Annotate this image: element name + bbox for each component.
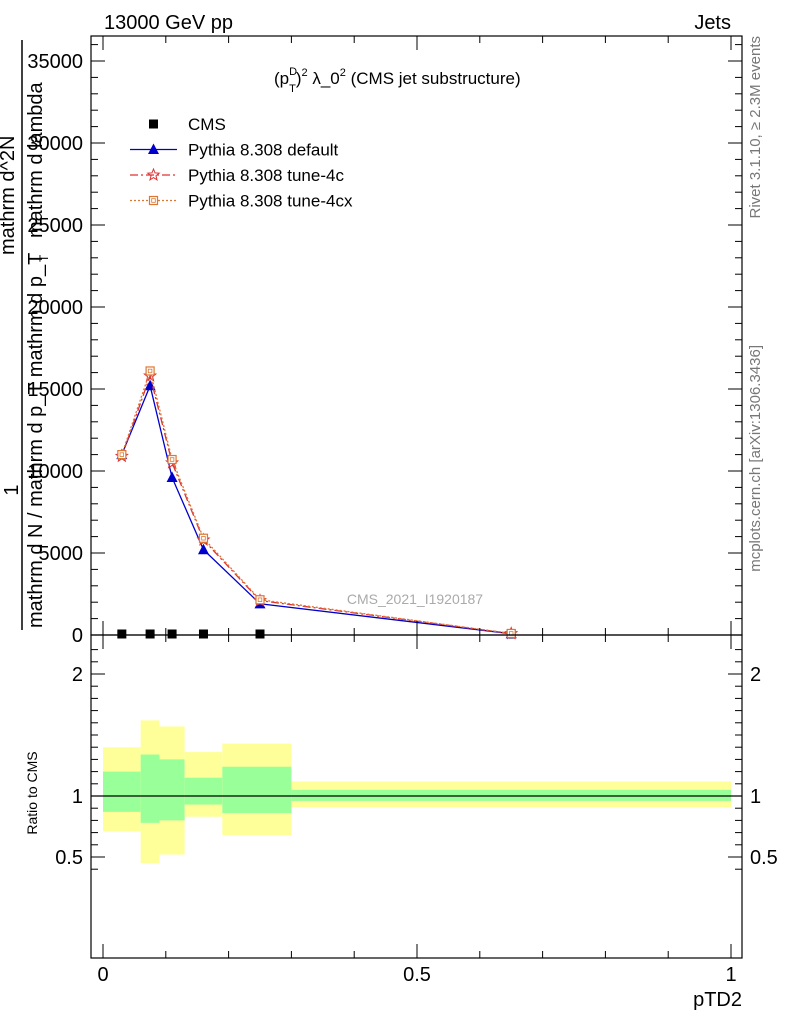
y-tick-label: 10000: [27, 461, 83, 483]
title-mid: λ_0: [308, 69, 340, 88]
pythia-4cx-marker-box: [506, 628, 516, 639]
pythia-4cx-marker-box: [198, 533, 209, 543]
title-exp-2: 2: [340, 67, 346, 79]
pythia-4cx-point: [145, 366, 155, 376]
x-tick-label: 0.5: [403, 964, 431, 986]
x-axis-label: pTD2: [693, 989, 742, 1011]
legend-label: CMS: [188, 115, 226, 134]
title-tail: (CMS jet substructure): [346, 69, 521, 88]
header-left-text: 13000 GeV pp: [104, 12, 233, 34]
legend-entry: CMS: [149, 115, 226, 134]
legend-label: Pythia 8.308 tune-4c: [188, 166, 344, 185]
series-0: [117, 629, 516, 639]
ratio-tick-label: 0.5: [55, 847, 83, 869]
series-line: [121, 368, 512, 635]
ratio-green-band: [159, 759, 185, 821]
pythia-4cx-marker-inner: [201, 536, 206, 541]
pythia-4c-point: [146, 167, 161, 181]
series-line: [121, 383, 512, 635]
title-exp-1: 2: [301, 67, 307, 79]
cms-data-point: [145, 629, 155, 639]
title-open: (p: [274, 69, 289, 88]
cms-data-point: [255, 629, 265, 639]
x-tick-label: 1: [725, 964, 736, 986]
pythia-4cx-marker-box: [117, 450, 127, 460]
mcplots-label: mcplots.cern.ch [arXiv:1306.3436]: [747, 345, 764, 572]
pythia-4cx-marker-inner: [119, 452, 125, 457]
cms-data-point: [149, 119, 158, 129]
y-tick-label: 30000: [27, 133, 83, 155]
ratio-uncertainty-bands: [91, 720, 742, 864]
pythia-4cx-point: [167, 454, 177, 465]
pythia-4cx-point: [198, 533, 209, 543]
y-tick-label: 25000: [27, 215, 83, 237]
ratio-green-band: [291, 789, 731, 801]
cms-data-point: [198, 629, 208, 639]
y-tick-label: 15000: [27, 379, 83, 401]
y-tick-label: 20000: [27, 297, 83, 319]
y-axis-label: 1 mathrm d N / mathrm d p_T mathrm d p_T…: [0, 40, 51, 630]
pythia-default-point: [197, 543, 209, 555]
pythia-4cx-marker-inner: [169, 457, 175, 462]
legend-entry: Pythia 8.308 tune-4cx: [130, 192, 353, 211]
legend: CMS Pythia 8.308 default Pythia 8.308 tune…: [130, 115, 353, 211]
y-label-one: 1: [1, 484, 23, 495]
legend-entry: Pythia 8.308 default: [130, 141, 339, 160]
pythia-4cx-marker-box: [255, 595, 265, 605]
series-line: [121, 373, 512, 635]
ratio-green-band: [184, 777, 223, 805]
series-layer: [114, 366, 519, 640]
ratio-green-band: [103, 771, 141, 812]
ratio-green-band: [140, 754, 160, 823]
chart-title: (pD T)2 λ_02 (CMS jet substructure): [274, 66, 521, 95]
ratio-y-label: Ratio to CMS: [24, 751, 40, 834]
ratio-green-band: [222, 766, 292, 814]
pythia-4cx-point: [148, 195, 159, 206]
ratio-tick-label: 1: [72, 786, 83, 808]
pythia-default-point: [166, 471, 178, 483]
ratio-tick-label-right: 2: [750, 664, 761, 686]
pythia-4cx-marker-box: [148, 195, 159, 206]
y-label-lambda: mathrm d lambda: [25, 82, 47, 238]
cms-data-point: [167, 629, 177, 639]
legend-label: Pythia 8.308 tune-4cx: [188, 192, 353, 211]
analysis-watermark: CMS_2021_I1920187: [347, 591, 483, 607]
pythia-4cx-marker-inner: [151, 198, 156, 203]
legend-entry: Pythia 8.308 tune-4c: [130, 166, 344, 185]
x-tick-label: 0: [97, 964, 108, 986]
y-tick-label: 5000: [39, 543, 84, 565]
pythia-4cx-point: [255, 595, 265, 605]
header-right-text: Jets: [694, 12, 731, 34]
cms-data-point: [117, 629, 127, 639]
pythia-default-point: [148, 143, 159, 154]
pythia-4cx-marker-box: [145, 366, 155, 376]
pythia-4cx-point: [117, 450, 127, 460]
title-sub-t: T: [289, 83, 296, 95]
ratio-tick-label-right: 1: [750, 786, 761, 808]
title-close: ): [296, 69, 302, 88]
title-sup-d: D: [289, 66, 297, 78]
pythia-4cx-point: [506, 628, 516, 639]
y-tick-label: 0: [72, 625, 83, 647]
series-3: [117, 366, 516, 639]
y-label-numerator: mathrm d^2N: [0, 136, 19, 255]
y-label-denominator: mathrm d N / mathrm d p_T mathrm d p_T: [25, 253, 47, 628]
pythia-4cx-marker-inner: [257, 597, 263, 602]
y-tick-label: 35000: [27, 51, 83, 73]
axes-layer: 0 5000 10000 15000 20000 25000 30000 35000 0 0.5 1…: [27, 35, 778, 986]
rivet-version-label: Rivet 3.1.10, ≥ 2.3M events: [747, 36, 764, 219]
pythia-4cx-marker-inner: [147, 368, 153, 374]
y-label-sub-t: T: [37, 254, 51, 262]
pythia-4cx-marker-box: [167, 454, 177, 465]
ratio-tick-label-right: 0.5: [750, 847, 778, 869]
ratio-tick-label: 2: [72, 664, 83, 686]
legend-label: Pythia 8.308 default: [188, 141, 339, 160]
